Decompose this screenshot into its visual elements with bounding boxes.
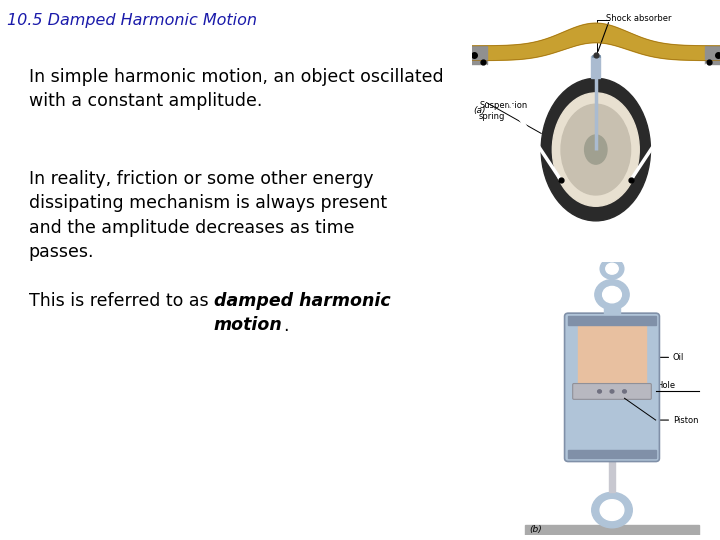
Bar [525, 525, 699, 535]
Circle shape [603, 286, 621, 303]
Bar [591, 56, 600, 78]
Bar [604, 303, 620, 316]
Circle shape [585, 135, 607, 164]
Text: In reality, friction or some other energy
dissipating mechanism is always presen: In reality, friction or some other energ… [29, 170, 387, 261]
Circle shape [600, 500, 624, 521]
Circle shape [595, 280, 629, 309]
Text: Piston: Piston [673, 416, 698, 424]
Text: Shock absorber: Shock absorber [606, 14, 671, 23]
Text: In simple harmonic motion, an object oscillated
with a constant amplitude.: In simple harmonic motion, an object osc… [29, 68, 444, 110]
Text: motion: motion [214, 292, 283, 309]
Circle shape [600, 258, 624, 279]
Text: Suspension
spring: Suspension spring [479, 101, 527, 121]
Text: This is referred to as: This is referred to as [29, 292, 214, 309]
Bar [464, 46, 487, 64]
Text: Hole: Hole [657, 381, 675, 390]
Bar [577, 325, 647, 387]
Bar [568, 316, 656, 325]
Text: (b): (b) [529, 525, 542, 534]
Text: (a): (a) [473, 106, 485, 115]
Bar [568, 450, 656, 458]
Text: Oil: Oil [673, 353, 684, 362]
FancyBboxPatch shape [564, 313, 660, 462]
Bar [609, 393, 615, 492]
Text: 10.5 Damped Harmonic Motion: 10.5 Damped Harmonic Motion [7, 14, 257, 29]
Text: .: . [283, 317, 288, 335]
Circle shape [610, 390, 614, 393]
Circle shape [623, 390, 626, 393]
Bar [705, 46, 720, 64]
Polygon shape [472, 23, 720, 60]
Circle shape [541, 78, 650, 221]
Circle shape [598, 390, 601, 393]
Circle shape [592, 492, 632, 528]
Circle shape [561, 104, 631, 195]
Text: damped harmonic
motion: damped harmonic motion [214, 292, 390, 334]
FancyBboxPatch shape [572, 383, 652, 400]
Circle shape [606, 264, 618, 274]
Circle shape [552, 93, 639, 206]
